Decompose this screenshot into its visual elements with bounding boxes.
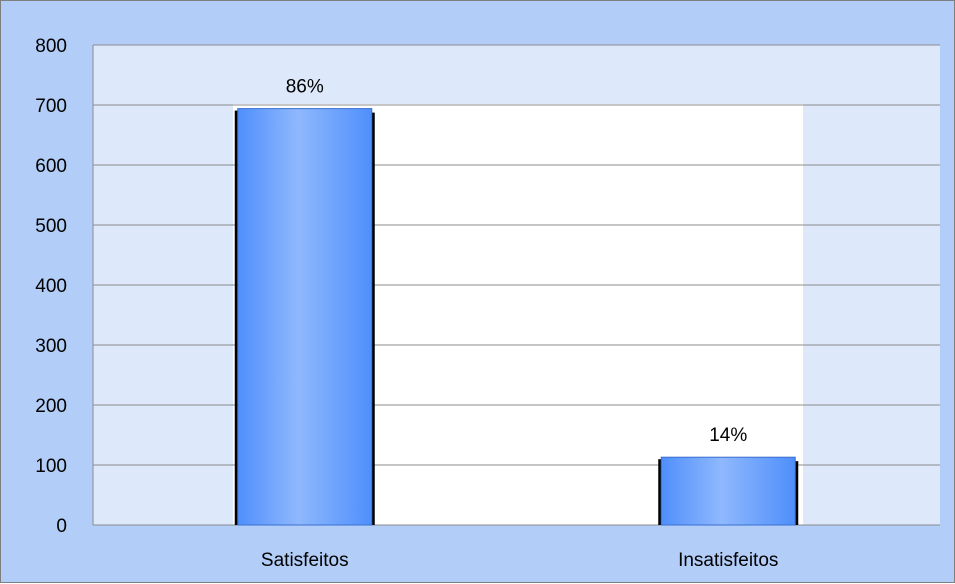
y-tick-label: 400 — [35, 276, 67, 297]
x-category-label: Insatisfeitos — [678, 550, 778, 571]
data-label: 14% — [709, 425, 747, 446]
y-tick-label: 200 — [35, 396, 67, 417]
x-category-label: Satisfeitos — [261, 550, 349, 571]
y-tick-label: 100 — [35, 456, 67, 477]
bar-satisfeitos — [237, 108, 373, 526]
y-tick-label: 800 — [35, 36, 67, 57]
y-tick-label: 0 — [56, 516, 67, 537]
bar-insatisfeitos — [660, 456, 796, 526]
y-tick-label: 600 — [35, 156, 67, 177]
y-tick-label: 500 — [35, 216, 67, 237]
y-tick-label: 700 — [35, 96, 67, 117]
data-label: 86% — [286, 77, 324, 98]
y-tick-label: 300 — [35, 336, 67, 357]
